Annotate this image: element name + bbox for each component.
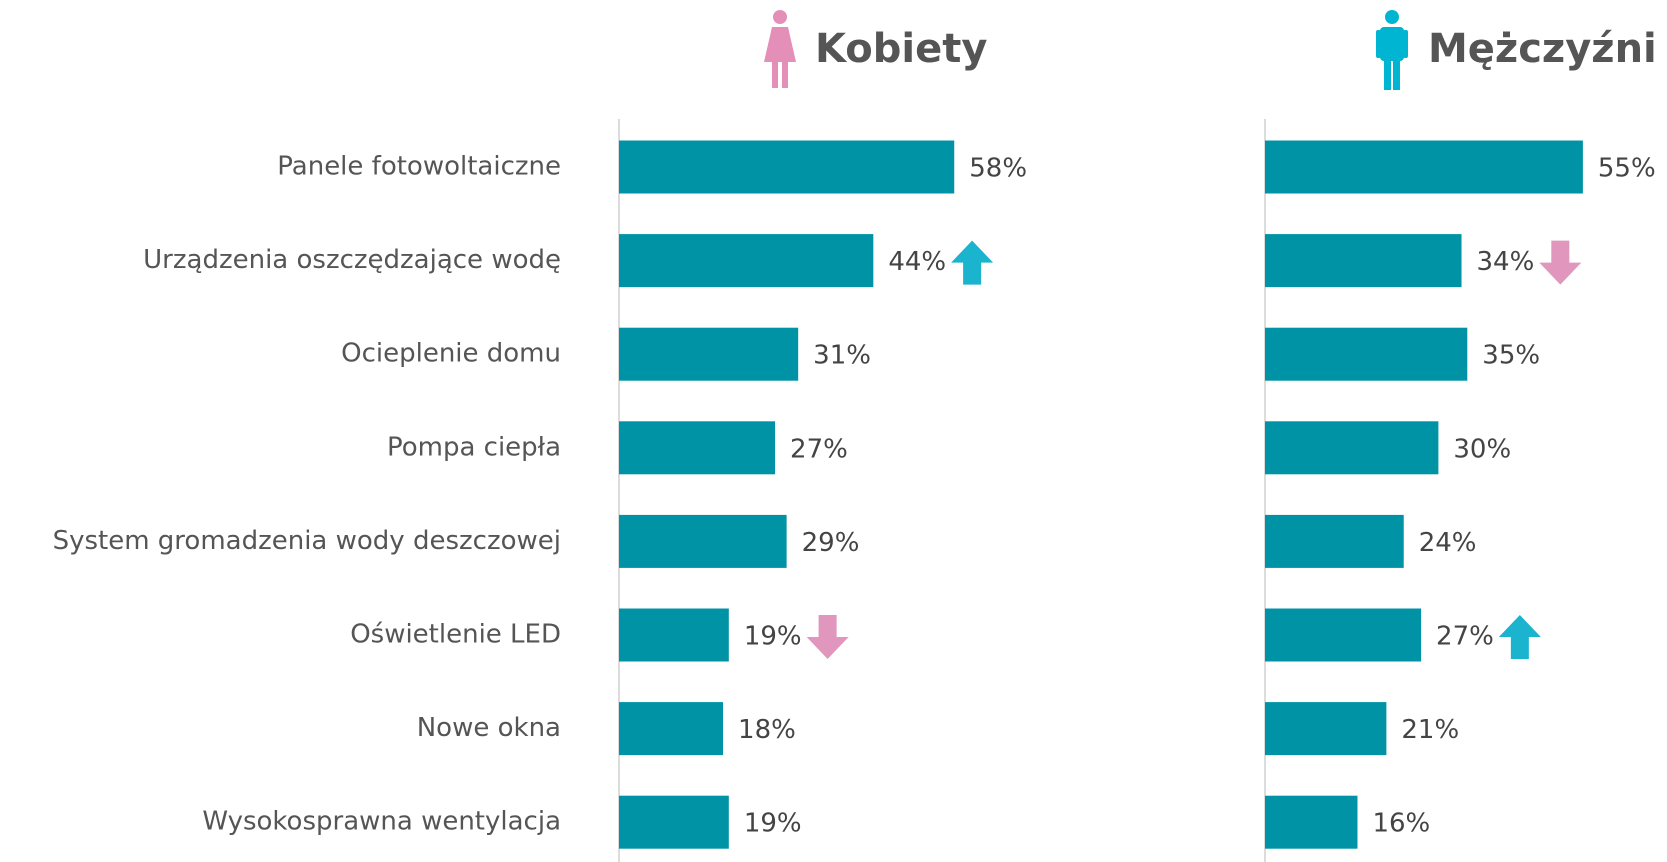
category-label: Pompa ciepła — [387, 432, 561, 462]
value-label: 58% — [969, 154, 1027, 184]
value-label: 44% — [888, 247, 946, 277]
bar — [1265, 327, 1468, 381]
value-label: 24% — [1419, 528, 1477, 558]
value-label: 30% — [1453, 434, 1511, 464]
category-label: Panele fotowoltaiczne — [277, 152, 561, 182]
panel-title: Kobiety — [815, 26, 987, 72]
value-label: 34% — [1477, 247, 1535, 277]
trend-arrow-up — [951, 240, 994, 285]
category-label: Nowe okna — [417, 713, 561, 743]
value-label: 35% — [1482, 341, 1540, 371]
trend-arrow-down — [1539, 240, 1582, 285]
value-label: 29% — [802, 528, 860, 558]
bar — [1265, 421, 1439, 475]
category-label: Wysokosprawna wentylacja — [202, 807, 561, 837]
value-label: 21% — [1401, 715, 1459, 745]
value-label: 27% — [1436, 622, 1494, 652]
bar — [619, 514, 787, 568]
value-label: 19% — [744, 622, 802, 652]
value-label: 18% — [738, 715, 796, 745]
category-label: System gromadzenia wody deszczowej — [53, 526, 561, 556]
bar — [619, 608, 729, 662]
value-label: 55% — [1598, 154, 1656, 184]
value-label: 19% — [744, 809, 802, 839]
bar — [1265, 795, 1358, 849]
bar — [1265, 702, 1387, 756]
bar — [619, 327, 799, 381]
bar — [619, 140, 955, 194]
bar — [619, 702, 724, 756]
panel-title: Mężczyźni — [1428, 26, 1657, 72]
category-label: Ocieplenie domu — [341, 339, 561, 369]
value-label: 31% — [813, 341, 871, 371]
bar — [1265, 234, 1462, 288]
trend-arrow-up — [1498, 615, 1541, 659]
bar — [1265, 140, 1583, 194]
value-label: 16% — [1372, 809, 1430, 839]
value-label: 27% — [790, 434, 848, 464]
trend-arrow-down — [806, 615, 849, 659]
man-icon — [1376, 10, 1408, 90]
bar — [619, 234, 874, 288]
category-label: Urządzenia oszczędzające wodę — [143, 245, 561, 275]
bar — [1265, 608, 1422, 662]
category-label: Oświetlenie LED — [350, 620, 561, 650]
bar — [1265, 514, 1404, 568]
woman-icon — [764, 10, 796, 88]
bar — [619, 421, 776, 475]
bar — [619, 795, 729, 849]
